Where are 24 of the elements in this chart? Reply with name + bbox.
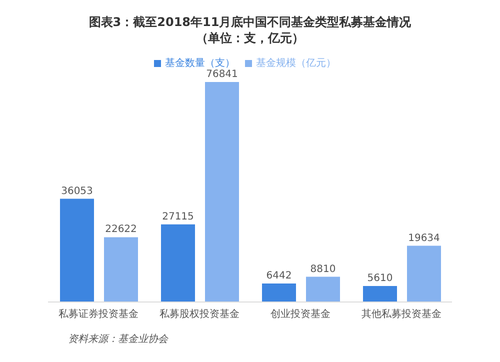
legend-label: 基金规模（亿元） — [256, 58, 336, 69]
data-label: 6442 — [266, 270, 292, 282]
data-label: 8810 — [310, 264, 336, 275]
data-label: 27115 — [162, 211, 194, 222]
bar — [104, 237, 138, 302]
chart-title: 图表3：截至2018年11月底中国不同基金类型私募基金情况（单位：支，亿元） — [88, 14, 412, 46]
data-label: 5610 — [367, 272, 393, 284]
bar — [306, 276, 340, 302]
data-label: 22622 — [105, 224, 137, 236]
bar — [161, 224, 195, 302]
data-label: 19634 — [408, 232, 440, 244]
bar — [60, 198, 94, 302]
legend-label: 基金数量（支） — [165, 58, 235, 69]
bar — [407, 246, 441, 302]
bar — [363, 286, 397, 302]
x-tick-label: 其他私募投资基金 — [362, 308, 442, 320]
x-tick-label: 创业投资基金 — [270, 308, 330, 320]
data-label: 76841 — [206, 69, 238, 80]
x-tick-label: 私募证券投资基金 — [58, 308, 138, 320]
data-label: 36053 — [61, 186, 93, 197]
bar — [205, 82, 239, 302]
bar — [262, 284, 296, 302]
text: 资料来源：基金业协会 — [67, 332, 170, 346]
x-tick-label: 私募股权投资基金 — [160, 308, 240, 320]
